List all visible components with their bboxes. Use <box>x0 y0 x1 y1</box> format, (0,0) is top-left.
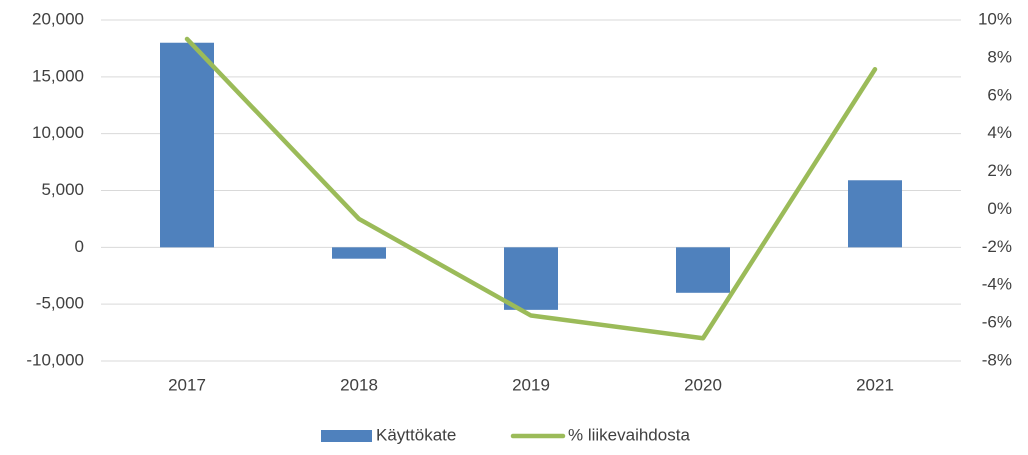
y-tick-label: -5,000 <box>36 294 84 313</box>
line <box>184 36 878 341</box>
y-tick-label: 20,000 <box>32 9 84 28</box>
y-tick-label: 10,000 <box>32 123 84 142</box>
y2-tick-label: 0% <box>987 199 1012 218</box>
y2-tick-label: 2% <box>987 161 1012 180</box>
y-tick-label: 0 <box>75 237 84 256</box>
y2-tick-label: 4% <box>987 123 1012 142</box>
legend-label: Käyttökate <box>376 425 456 444</box>
y2-tick-label: -4% <box>982 275 1012 294</box>
bar <box>160 42 214 248</box>
y2-tick-label: -6% <box>982 313 1012 332</box>
x-tick-label: 2019 <box>512 375 550 394</box>
bar <box>676 247 730 293</box>
x-tick-label: 2020 <box>684 375 722 394</box>
legend-label: % liikevaihdosta <box>568 425 690 444</box>
y-tick-label: 15,000 <box>32 66 84 85</box>
bar <box>848 180 902 248</box>
x-tick-label: 2021 <box>856 375 894 394</box>
bar <box>332 247 386 259</box>
y-tick-label: 5,000 <box>41 180 84 199</box>
x-tick-label: 2017 <box>168 375 206 394</box>
x-tick-label: 2018 <box>340 375 378 394</box>
y-tick-label: -10,000 <box>26 350 84 369</box>
y2-tick-label: 10% <box>978 9 1012 28</box>
y2-tick-label: -2% <box>982 237 1012 256</box>
bar <box>504 247 558 310</box>
legend-swatch <box>321 430 372 442</box>
y2-tick-label: 8% <box>987 47 1012 66</box>
y2-tick-label: 6% <box>987 85 1012 104</box>
y2-tick-label: -8% <box>982 350 1012 369</box>
